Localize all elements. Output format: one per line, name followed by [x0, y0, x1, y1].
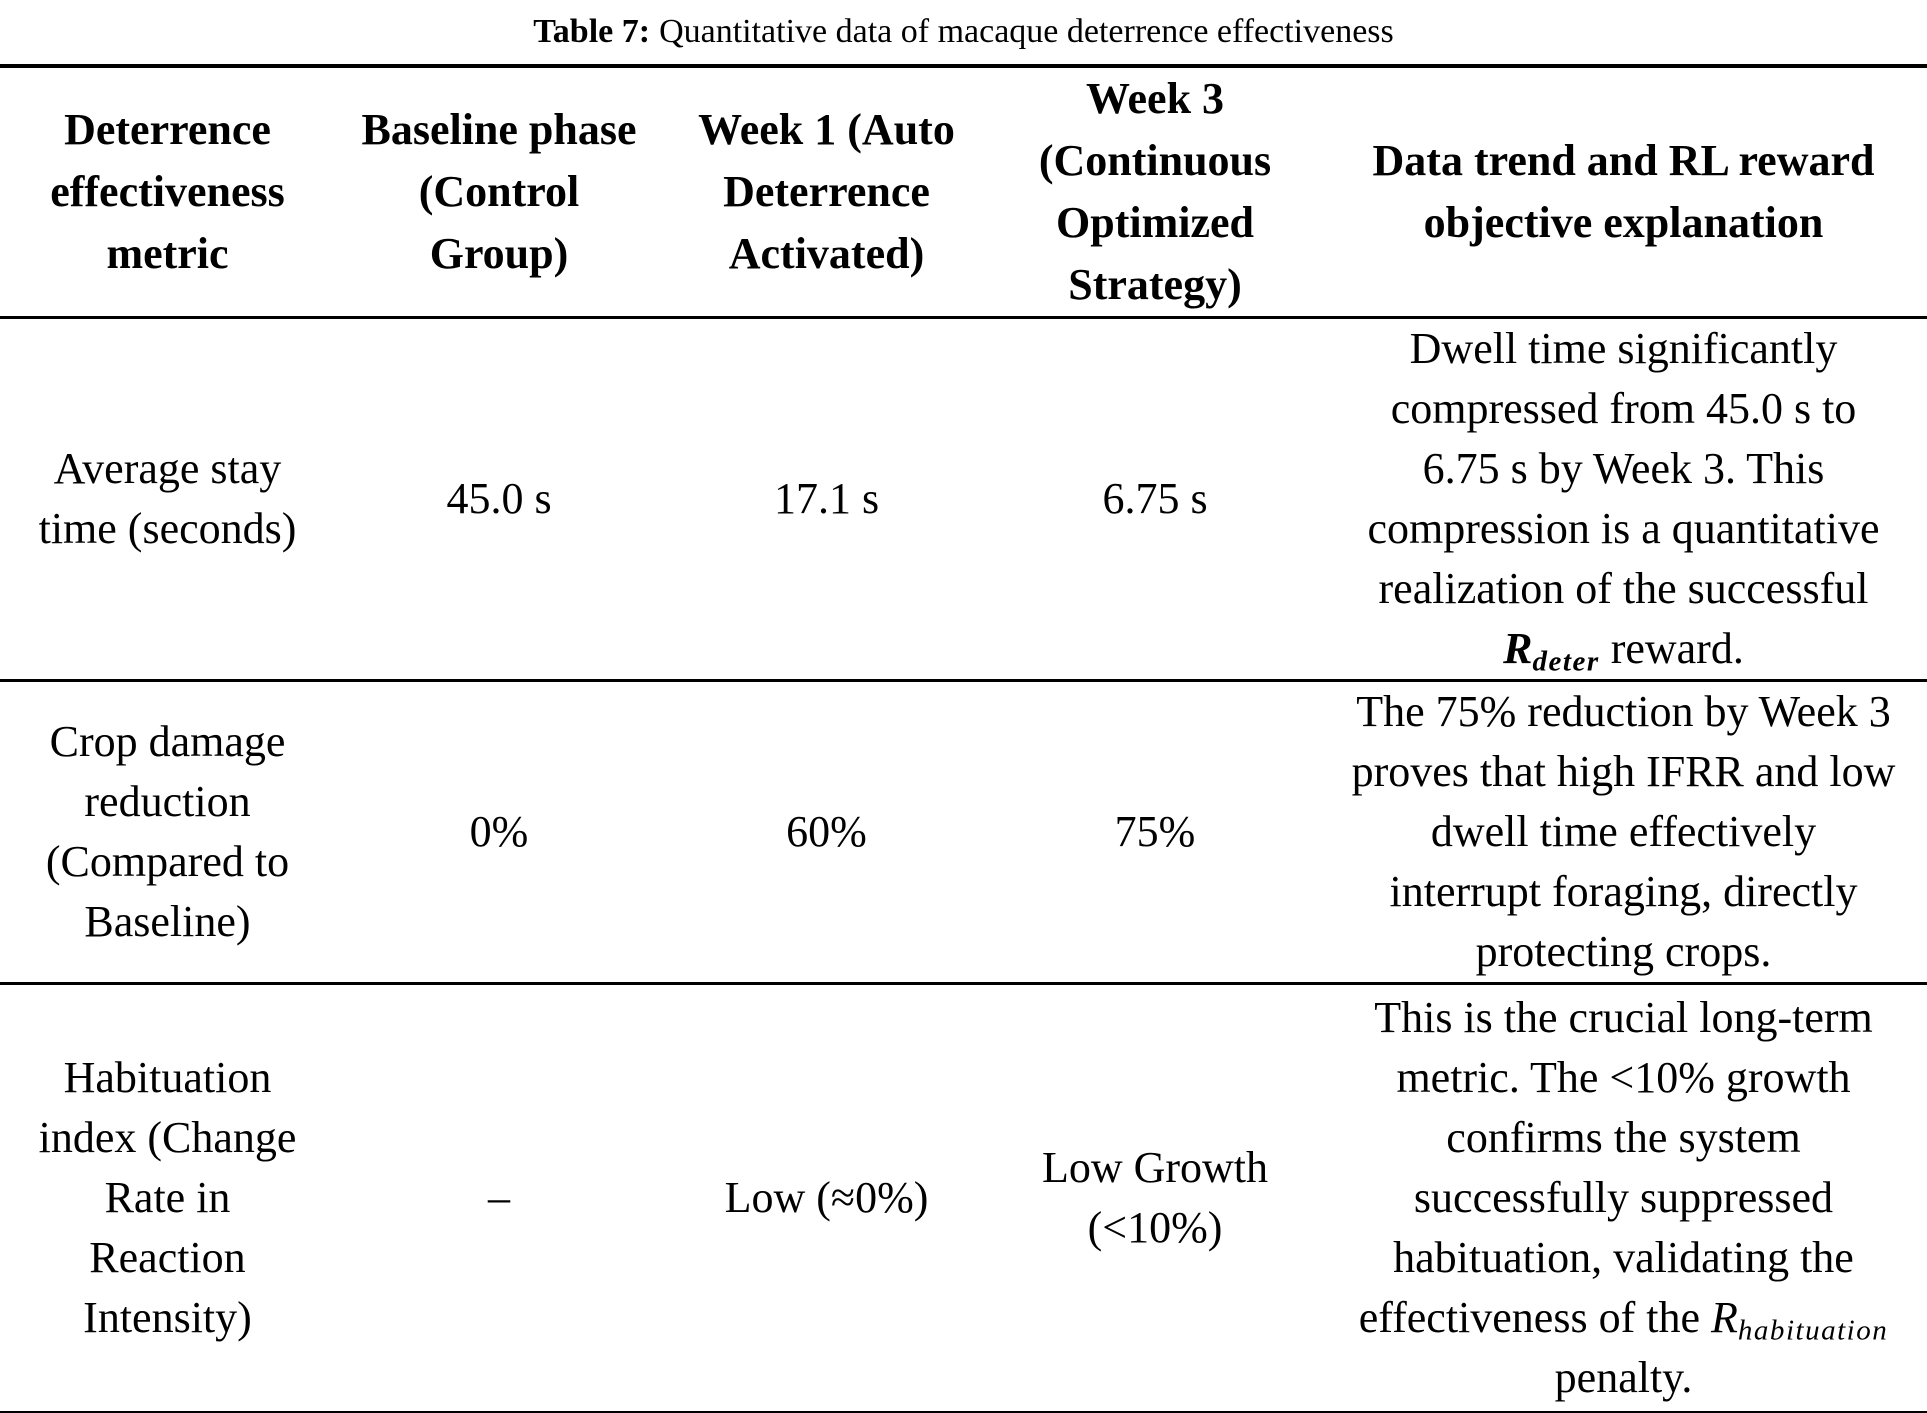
table-caption: Table 7: Quantitative data of macaque de…	[0, 0, 1927, 64]
table-row-crop-damage-reduction: Crop damage reduction (Compared to Basel…	[0, 680, 1927, 985]
explanation-text: reward.	[1599, 624, 1744, 673]
explanation-text: This is the crucial long-term metric. Th…	[1358, 993, 1873, 1342]
baseline-value-cell: –	[488, 1173, 510, 1222]
header-baseline-column: Baseline phase (Control Group)	[335, 66, 663, 319]
deter-reward-formula: Rdeter	[1503, 624, 1600, 676]
table-row-habituation-index: Habituation index (Change Rate in Reacti…	[0, 984, 1927, 1413]
week3-value-cell: Low Growth (<10%)	[1041, 1143, 1269, 1252]
baseline-value-cell: 45.0 s	[335, 317, 663, 682]
caption-text: Quantitative data of macaque deterrence …	[659, 13, 1394, 50]
header-row: Deterrence effectiveness metric Baseline…	[0, 66, 1927, 319]
week3-value-cell: 6.75 s	[990, 317, 1320, 682]
explanation-cell: Dwell time significantly compressed from…	[1320, 317, 1927, 682]
header-week3-column: Week 3 (Continuous Optimized Strategy)	[990, 66, 1320, 319]
metric-cell: Habituation index (Change Rate in Reacti…	[38, 1053, 297, 1342]
explanation-text: Dwell time significantly compressed from…	[1367, 324, 1880, 613]
formula-variable: R	[1503, 624, 1533, 673]
explanation-text: penalty.	[1554, 1353, 1693, 1402]
week3-value-cell: 75%	[990, 680, 1320, 985]
header-metric-column: Deterrence effectiveness metric	[0, 66, 335, 319]
explanation-cell: The 75% reduction by Week 3 proves that …	[1320, 680, 1927, 985]
caption-label: Table 7:	[533, 13, 651, 50]
baseline-value-cell: 0%	[335, 680, 663, 985]
deterrence-effectiveness-table: Deterrence effectiveness metric Baseline…	[0, 64, 1927, 1413]
week1-value-cell: 60%	[663, 680, 990, 985]
formula-variable: R	[1711, 1293, 1738, 1342]
week1-value-cell: 17.1 s	[663, 317, 990, 682]
formula-subscript: habituation	[1737, 1314, 1889, 1347]
week1-value-cell: Low (≈0%)	[724, 1173, 929, 1222]
habituation-penalty-formula: Rhabituation	[1711, 1293, 1888, 1345]
table-row-average-stay-time: Average stay time (seconds) 45.0 s 17.1 …	[0, 317, 1927, 682]
formula-subscript: deter	[1532, 645, 1600, 678]
metric-cell: Crop damage reduction (Compared to Basel…	[0, 680, 335, 985]
explanation-cell: This is the crucial long-term metric. Th…	[1320, 984, 1927, 1413]
header-week1-column: Week 1 (Auto Deterrence Activated)	[663, 66, 990, 319]
metric-cell: Average stay time (seconds)	[0, 317, 335, 682]
header-explanation-column: Data trend and RL reward objective expla…	[1320, 66, 1927, 319]
